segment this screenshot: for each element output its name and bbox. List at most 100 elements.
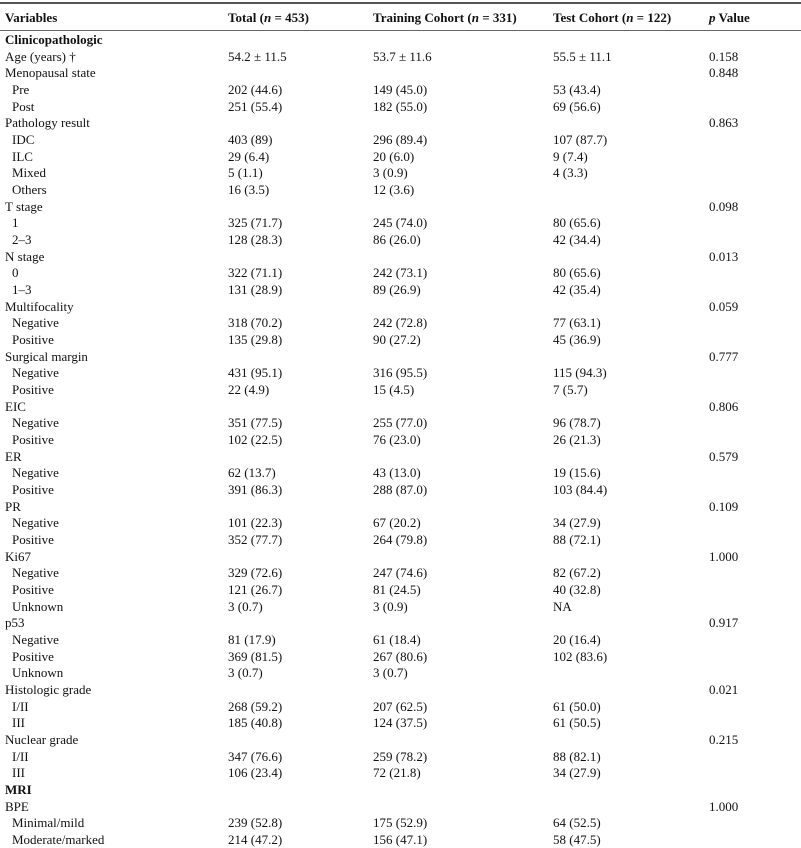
total-value: 121 (26.7): [228, 582, 283, 598]
p-value: 0.013: [709, 248, 739, 264]
table-row: Age (years) † 54.2 ± 11.5 53.7 ± 11.6 55.5 …: [0, 48, 801, 65]
total-value: 352 (77.7): [228, 532, 283, 548]
table-row: Negative 62 (13.7) 43 (13.0) 19 (15.6): [0, 464, 801, 481]
variable-label: Ki67: [5, 548, 31, 564]
variable-label: ER: [5, 448, 22, 464]
training-value: 61 (18.4): [373, 632, 421, 648]
table-row: Minimal/mild 239 (52.8) 175 (52.9) 64 (52.5…: [0, 814, 801, 831]
test-value: 53 (43.4): [553, 82, 601, 97]
test-value: 64 (52.5): [553, 815, 601, 831]
variable-label: Clinicopathologic: [5, 32, 103, 47]
test-value: 40 (32.8): [553, 582, 601, 598]
training-value: 124 (37.5): [373, 715, 428, 731]
test-value: 80 (65.6): [553, 265, 601, 281]
training-value: 259 (78.2): [373, 748, 428, 764]
table-row: N stage 0.013: [0, 248, 801, 265]
test-value: 34 (27.9): [553, 515, 601, 531]
header-training-cohort: Training Cohort (n = 331): [373, 10, 517, 25]
table-row: Moderate/marked 214 (47.2) 156 (47.1) 58 (4…: [0, 831, 801, 848]
total-value: 185 (40.8): [228, 715, 283, 731]
variable-label: Negative: [12, 515, 59, 531]
variable-label: Age (years) †: [5, 48, 76, 64]
variable-label: p53: [5, 615, 25, 631]
table-row: Ki67 1.000: [0, 548, 801, 565]
test-value: 82 (67.2): [553, 565, 601, 581]
test-value: 20 (16.4): [553, 632, 601, 648]
table-row: Negative 81 (17.9) 61 (18.4) 20 (16.4): [0, 631, 801, 648]
variable-label: Surgical margin: [5, 348, 88, 364]
total-value: 3 (0.7): [228, 665, 263, 681]
training-value: 316 (95.5): [373, 365, 428, 381]
total-value: 22 (4.9): [228, 382, 270, 398]
header-total: Total (n = 453): [228, 10, 309, 25]
training-value: 81 (24.5): [373, 582, 421, 598]
p-value: 0.158: [709, 48, 739, 64]
variable-label: Menopausal state: [5, 65, 96, 81]
training-value: 175 (52.9): [373, 815, 428, 831]
training-value: 242 (72.8): [373, 315, 428, 331]
variable-label: III: [12, 765, 25, 781]
variable-label: Positive: [12, 582, 54, 598]
test-value: 4 (3.3): [553, 165, 588, 181]
table-row: Nuclear grade 0.215: [0, 731, 801, 748]
test-value: 42 (35.4): [553, 282, 601, 298]
training-value: 3 (0.7): [373, 665, 408, 681]
table-row: p53 0.917: [0, 614, 801, 631]
test-value: 34 (27.9): [553, 765, 601, 781]
p-value: 0.215: [709, 732, 739, 748]
variable-label: Post: [12, 98, 35, 114]
test-value: 88 (82.1): [553, 748, 601, 764]
test-value: 55.5 ± 11.1: [553, 48, 612, 64]
table-row: Positive 102 (22.5) 76 (23.0) 26 (21.3): [0, 431, 801, 448]
total-value: 54.2 ± 11.5: [228, 48, 287, 64]
training-value: 86 (26.0): [373, 232, 421, 248]
variable-label: Moderate/marked: [12, 832, 105, 848]
training-value: 207 (62.5): [373, 698, 428, 714]
table-row: Multifocality 0.059: [0, 298, 801, 315]
table-row: Positive 352 (77.7) 264 (79.8) 88 (72.1): [0, 531, 801, 548]
training-value: 296 (89.4): [373, 132, 428, 148]
test-value: 9 (7.4): [553, 148, 588, 164]
training-value: 247 (74.6): [373, 565, 428, 581]
variable-label: Positive: [12, 532, 54, 548]
variable-label: Negative: [12, 365, 59, 381]
training-value: 89 (26.9): [373, 282, 421, 298]
variable-label: EIC: [5, 398, 26, 414]
header-test-cohort: Test Cohort (n = 122): [553, 10, 672, 25]
p-value: 0.059: [709, 298, 739, 314]
table-row: III 106 (23.4) 72 (21.8) 34 (27.9): [0, 764, 801, 781]
training-value: 242 (73.1): [373, 265, 428, 281]
variable-label: ILC: [12, 148, 33, 164]
header-p-value: p Value: [709, 10, 750, 25]
test-value: 19 (15.6): [553, 465, 601, 481]
training-value: 72 (21.8): [373, 765, 421, 781]
training-value: 67 (20.2): [373, 515, 421, 531]
training-value: 255 (77.0): [373, 415, 428, 431]
table-row: EIC 0.806: [0, 398, 801, 415]
variable-label: Negative: [12, 632, 59, 648]
variable-label: MRI: [5, 782, 32, 798]
table-row: Negative 329 (72.6) 247 (74.6) 82 (67.2): [0, 564, 801, 581]
variable-label: 1–3: [12, 282, 32, 298]
training-value: 43 (13.0): [373, 465, 421, 481]
training-value: 90 (27.2): [373, 332, 421, 348]
table-row: PR 0.109: [0, 498, 801, 515]
variable-label: Multifocality: [5, 298, 74, 314]
training-value: 267 (80.6): [373, 648, 428, 664]
total-value: 106 (23.4): [228, 765, 283, 781]
variable-label: Negative: [12, 415, 59, 431]
total-value: 347 (76.6): [228, 748, 283, 764]
table-row: I/II 347 (76.6) 259 (78.2) 88 (82.1): [0, 748, 801, 765]
table-row: Positive 22 (4.9) 15 (4.5) 7 (5.7): [0, 381, 801, 398]
p-value: 0.109: [709, 498, 739, 514]
p-value: 0.777: [709, 348, 739, 364]
total-value: 391 (86.3): [228, 482, 283, 498]
p-value: 0.579: [709, 448, 739, 464]
total-value: 135 (29.8): [228, 332, 283, 348]
training-value: 15 (4.5): [373, 382, 415, 398]
variable-label: BPE: [5, 798, 29, 814]
header-rule: [0, 30, 801, 31]
training-value: 3 (0.9): [373, 165, 408, 181]
test-value: 88 (72.1): [553, 532, 601, 548]
total-value: 81 (17.9): [228, 632, 276, 648]
